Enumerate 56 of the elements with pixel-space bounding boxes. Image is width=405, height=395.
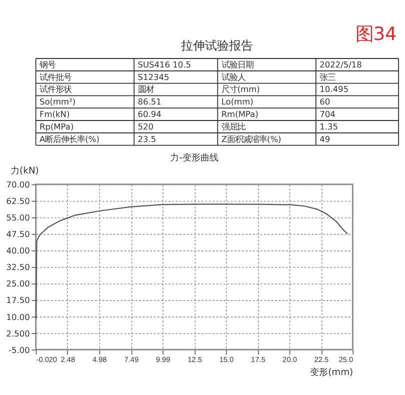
text: 1.35 — [320, 121, 338, 132]
x-tick-label: 12.5 — [188, 355, 202, 364]
y-tick-label: 62.50 — [6, 196, 30, 206]
text: 60 — [320, 96, 330, 107]
y-tick-label: 32.50 — [6, 262, 30, 272]
x-tick-label: 22.5 — [314, 355, 329, 364]
x-tick-label: 20.0 — [282, 355, 297, 364]
text: S12345 — [138, 72, 170, 82]
x-tick-label: -0.020 — [36, 355, 58, 364]
text: 10.495 — [320, 84, 348, 94]
y-tick-label: -5.00 — [8, 344, 30, 355]
text: 强屈比 — [221, 121, 246, 132]
text: 张三 — [320, 72, 336, 82]
text: 60.94 — [138, 109, 162, 120]
text: Lo(mm) — [221, 96, 254, 107]
y-tick-label: 2.500 — [6, 328, 30, 338]
text: So(mm²) — [39, 96, 76, 107]
text: 试件批号 — [39, 72, 72, 82]
x-tick-label: 25.0 — [338, 355, 354, 364]
x-tick-label: 7.49 — [124, 355, 139, 364]
text: 704 — [320, 109, 336, 120]
text: 23.5 — [138, 134, 156, 144]
text: 试验日期 — [221, 59, 254, 70]
y-tick-label: 25.00 — [6, 278, 30, 289]
x-tick-label: 9.99 — [156, 355, 170, 364]
text: 拉伸试验报告 — [181, 38, 254, 52]
y-tick-label: 10.00 — [6, 312, 30, 322]
text: Rp(MPa) — [39, 121, 74, 132]
y-axis-title: 力(kN) — [10, 166, 39, 177]
text: 试验人 — [221, 72, 246, 82]
text: 圆材 — [138, 84, 154, 94]
text: Rm(MPa) — [221, 109, 258, 120]
text: 试件形状 — [39, 84, 72, 94]
y-tick-label: 17.50 — [6, 295, 30, 306]
text: Z面积减缩率(%) — [221, 134, 282, 144]
line-series — [36, 204, 348, 320]
y-tick-label: 40.00 — [6, 246, 30, 256]
y-tick-label: 55.00 — [6, 212, 30, 223]
text: 49 — [320, 134, 330, 144]
text: SUS416 10.5 — [138, 59, 192, 70]
text: 86.51 — [138, 96, 162, 107]
text: 2022/5/18 — [320, 59, 362, 70]
y-tick-label: 47.50 — [6, 229, 30, 240]
x-tick-label: 2.48 — [60, 355, 76, 364]
text: Fm(kN) — [39, 109, 70, 120]
x-tick-label: 15.0 — [219, 355, 234, 364]
chart-title: 力-变形曲线 — [170, 152, 218, 164]
text: 钢号 — [38, 59, 56, 70]
x-axis-title: 变形(mm) — [310, 366, 354, 378]
x-tick-label: 17.5 — [251, 355, 266, 364]
text: A断后伸长率(%) — [39, 134, 100, 144]
text: 尺寸(mm) — [221, 84, 260, 94]
text: 520 — [138, 121, 154, 132]
y-tick-label: 70.00 — [6, 180, 30, 190]
x-tick-label: 4.98 — [92, 355, 107, 364]
caption: 图34 — [355, 24, 397, 46]
